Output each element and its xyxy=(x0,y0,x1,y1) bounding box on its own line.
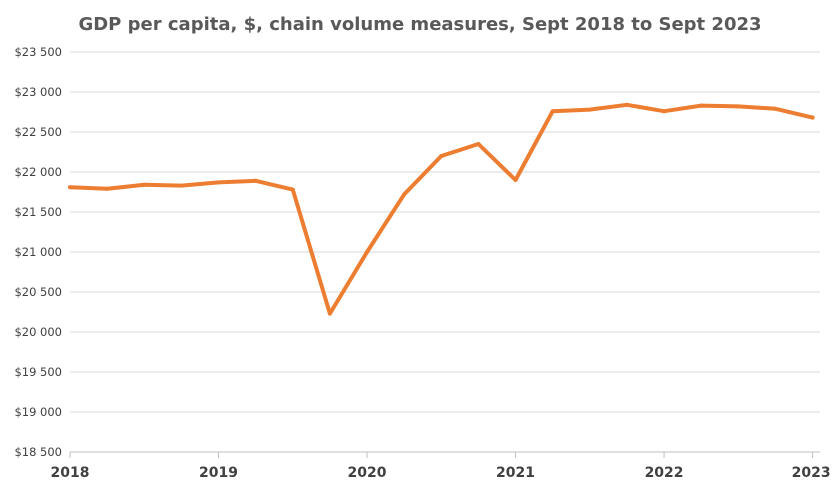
y-tick-label: $23 500 xyxy=(14,45,62,59)
data-point xyxy=(476,142,481,146)
x-tick-label: 2018 xyxy=(51,465,90,481)
data-point xyxy=(179,183,184,188)
y-tick-label: $21 500 xyxy=(14,205,62,219)
data-point xyxy=(105,186,110,191)
y-tick-label: $21 000 xyxy=(14,245,62,259)
y-tick-label: $20 500 xyxy=(14,285,62,299)
data-point xyxy=(513,178,518,182)
axes xyxy=(69,451,820,458)
data-point xyxy=(327,311,332,316)
x-tick-label: 2022 xyxy=(645,465,684,481)
data-point xyxy=(550,109,555,114)
gridlines xyxy=(70,51,820,413)
y-tick-label: $22 000 xyxy=(14,165,62,179)
data-point xyxy=(736,104,741,109)
data-point xyxy=(624,102,629,107)
x-tick-label: 2023 xyxy=(792,465,831,481)
data-point xyxy=(290,187,295,192)
chart-title: GDP per capita, $, chain volume measures… xyxy=(78,14,761,35)
y-tick-label: $22 500 xyxy=(14,125,62,139)
data-point xyxy=(773,106,778,111)
data-point xyxy=(365,250,370,254)
data-point xyxy=(402,192,407,197)
x-tick-label: 2021 xyxy=(496,465,535,481)
data-point xyxy=(662,109,667,114)
y-axis-tick-labels: $18 500 $19 000 $19 500 $20 000 $20 500 $21 0… xyxy=(14,45,62,459)
x-tick-label: 2019 xyxy=(199,465,238,481)
x-axis-tick-labels: 2018 2019 2020 2021 2022 2023 xyxy=(51,465,831,481)
data-point xyxy=(142,182,147,187)
data-point xyxy=(68,185,72,190)
y-tick-label: $23 000 xyxy=(14,85,62,99)
data-point xyxy=(810,115,815,120)
data-point xyxy=(699,103,704,108)
data-point xyxy=(439,154,444,158)
y-tick-label: $19 000 xyxy=(14,405,62,419)
data-point xyxy=(253,178,258,183)
y-tick-label: $18 500 xyxy=(14,445,62,459)
series-line-gdp-per-capita xyxy=(68,102,815,316)
data-point xyxy=(587,107,592,112)
data-point xyxy=(216,180,221,185)
y-tick-label: $19 500 xyxy=(14,365,62,379)
y-tick-label: $20 000 xyxy=(14,325,62,339)
x-tick-label: 2020 xyxy=(348,465,387,481)
series xyxy=(68,102,815,316)
